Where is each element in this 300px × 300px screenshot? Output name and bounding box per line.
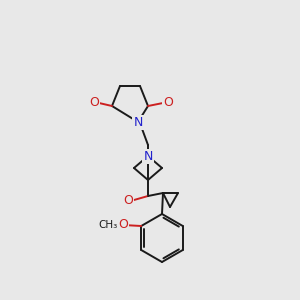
Text: O: O	[89, 97, 99, 110]
Text: CH₃: CH₃	[99, 220, 118, 230]
Text: O: O	[163, 97, 173, 110]
Text: N: N	[133, 116, 143, 128]
Text: N: N	[143, 149, 153, 163]
Text: O: O	[118, 218, 128, 232]
Text: O: O	[123, 194, 133, 208]
